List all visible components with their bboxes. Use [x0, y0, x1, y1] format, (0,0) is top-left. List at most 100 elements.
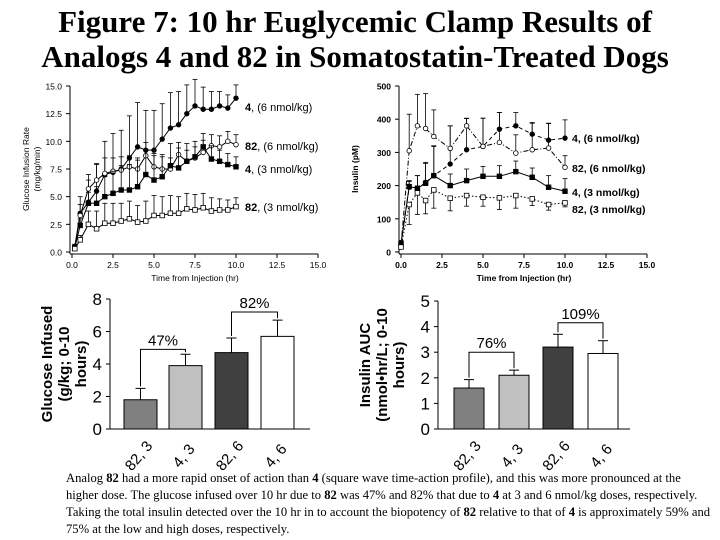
y-axis-label: Glucose Infused — [39, 306, 56, 423]
data-point — [480, 143, 486, 150]
x-tick-label: 2.5 — [436, 260, 448, 270]
data-point — [200, 149, 206, 156]
y-tick-label: 2.5 — [50, 220, 62, 230]
bar — [542, 346, 574, 430]
data-point — [77, 212, 83, 219]
series-label: 4, (3 nmol/kg) — [245, 164, 312, 176]
data-point — [167, 125, 174, 131]
y-axis-label: hours) — [391, 342, 408, 389]
y-tick-label: 12.5 — [45, 109, 62, 119]
caption-segment: Analog — [66, 471, 107, 485]
data-point — [233, 95, 239, 101]
data-point — [463, 123, 470, 129]
data-point — [513, 123, 519, 129]
data-point — [134, 184, 141, 190]
data-point — [496, 195, 503, 201]
data-point — [151, 147, 157, 153]
y-tick-label: 200 — [377, 181, 391, 191]
x-tick-label: 82, 6 — [539, 438, 573, 474]
series-line — [74, 97, 237, 247]
data-point — [562, 164, 568, 171]
data-point — [175, 165, 182, 171]
series-3 — [398, 187, 568, 250]
y-tick-label: 0 — [386, 248, 391, 258]
data-point — [233, 141, 239, 148]
data-point — [110, 190, 116, 197]
data-point — [513, 168, 519, 175]
data-point — [216, 158, 223, 164]
data-point — [85, 186, 92, 192]
data-point — [431, 133, 437, 140]
series-label-bold: 4 — [572, 133, 578, 145]
title-line-1: Figure 7: 10 hr Euglycemic Clamp Results… — [58, 4, 652, 39]
series-label-rest: , (3 nmol/kg) — [584, 204, 646, 216]
caption-segment: 4 — [568, 505, 576, 519]
data-point — [151, 212, 157, 219]
data-point — [192, 103, 198, 109]
data-point — [422, 180, 429, 186]
y-tick-label: 0 — [421, 420, 430, 439]
data-point — [422, 197, 429, 204]
x-tick-label: 4, 6 — [587, 441, 616, 471]
data-point — [447, 161, 453, 167]
data-point — [496, 173, 503, 180]
data-point — [529, 196, 535, 202]
data-point — [118, 218, 124, 224]
comparison-label: 47% — [148, 332, 178, 349]
series-label-rest: , (3 nmol/kg) — [251, 164, 312, 176]
x-axis-label: Time from Injection (hr) — [151, 273, 239, 283]
data-point — [192, 207, 198, 213]
data-point — [184, 110, 190, 117]
x-tick-label: 82, 6 — [213, 438, 247, 474]
data-point — [562, 200, 568, 206]
data-point — [225, 207, 231, 213]
data-point — [200, 205, 206, 211]
data-point — [134, 219, 141, 225]
y-tick-label: 3 — [421, 343, 430, 362]
series-label-bold: 4 — [572, 187, 578, 199]
caption-segment: is approximately 59% and 75% at the low … — [66, 505, 711, 536]
data-point — [208, 106, 215, 112]
glucose-infusion-rate-chart: 0.0 2.5 5.0 7.5 10.0 12.5 15.0 0.0 2.5 5.0 7.5 10.0… — [21, 78, 327, 283]
series-label-bold: 4 — [245, 164, 252, 176]
data-point — [159, 136, 165, 142]
series-label-bold: 4 — [245, 102, 252, 114]
data-point — [447, 195, 453, 201]
data-point — [216, 207, 223, 213]
x-tick-label: 82, 3 — [122, 438, 156, 474]
y-tick-label: 2 — [93, 388, 102, 407]
series-label: 82, (3 nmol/kg) — [572, 204, 646, 216]
series-label: 82, (6 nmol/kg) — [572, 163, 646, 175]
y-tick-label: 4 — [421, 318, 430, 337]
data-point — [463, 177, 470, 184]
data-point — [414, 185, 421, 191]
y-tick-label: 15.0 — [45, 82, 62, 92]
y-tick-label: 1 — [421, 394, 430, 413]
data-point — [126, 216, 133, 222]
data-point — [175, 122, 182, 128]
series-label-bold: 82 — [572, 163, 584, 175]
data-point — [143, 171, 149, 178]
data-point — [126, 187, 133, 193]
data-point — [143, 218, 149, 224]
data-point — [463, 192, 470, 199]
series-label-bold: 82 — [572, 204, 584, 216]
y-tick-label: 6 — [93, 323, 102, 342]
data-point — [175, 210, 182, 216]
data-point — [159, 174, 165, 180]
data-point — [562, 188, 568, 194]
data-point — [159, 212, 165, 219]
series-label: 82, (6 nmol/kg) — [245, 141, 318, 153]
series-label-rest: , (6 nmol/kg) — [251, 102, 312, 114]
bar — [168, 365, 203, 430]
data-point — [225, 105, 231, 111]
data-point — [545, 201, 552, 208]
data-point — [406, 148, 412, 154]
series-label-rest: , (6 nmol/kg) — [257, 141, 318, 153]
data-point — [545, 145, 552, 151]
data-point — [110, 220, 116, 226]
data-point — [200, 106, 206, 112]
data-point — [398, 244, 404, 250]
insulin-chart: 0 100 200 300 400 500 0.0 2.5 5.0 7.5 10.0 12.5 15.0… — [350, 82, 656, 284]
